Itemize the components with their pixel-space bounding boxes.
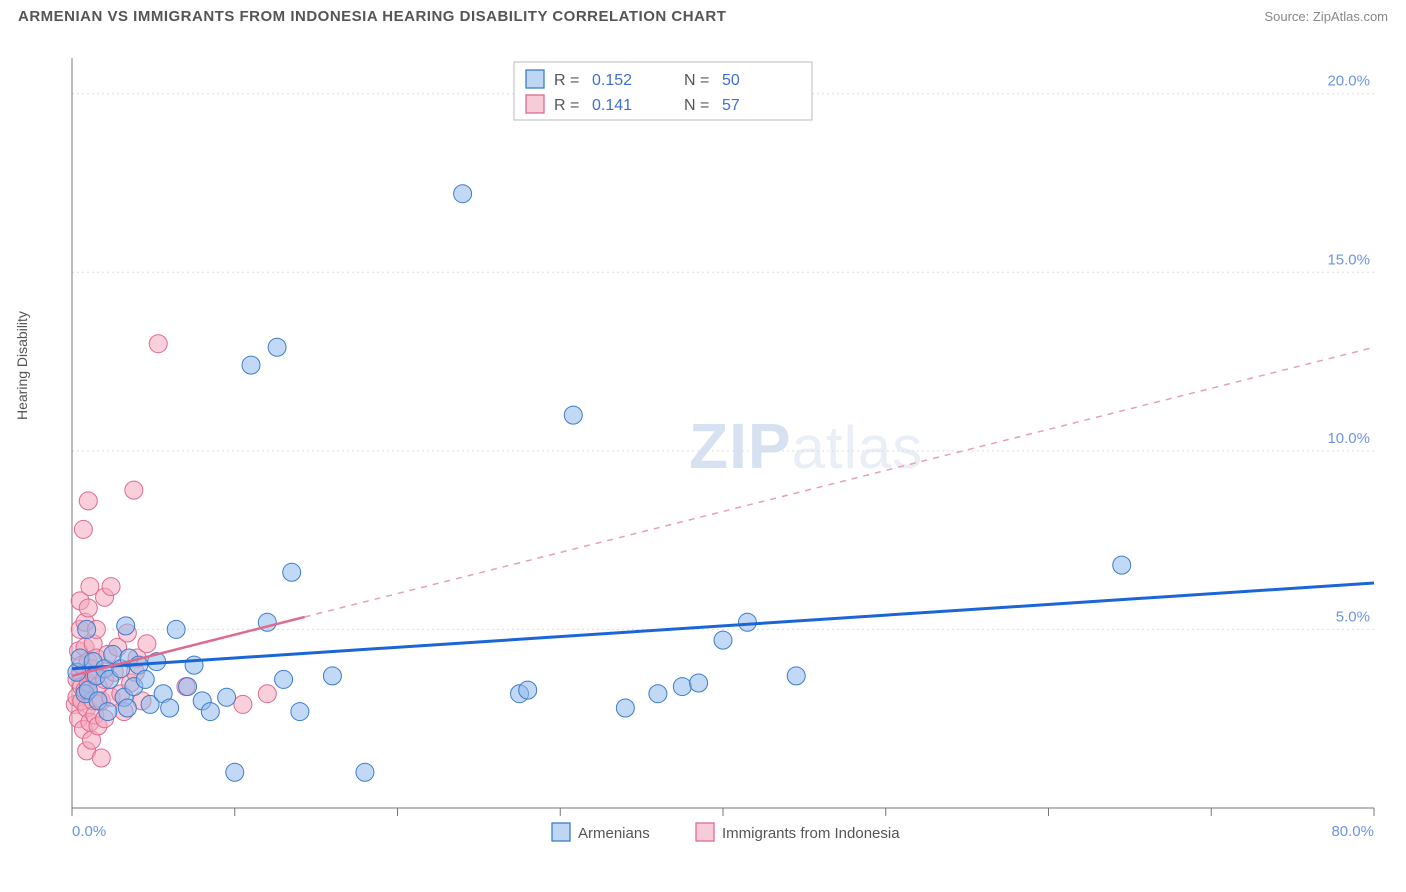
chart-container: ZIPatlas 5.0% 10.0% 15.0% 20.0% 0.0% 80.0% R = 0…	[54, 48, 1386, 858]
swatch-blue	[526, 70, 544, 88]
svg-text:0.0%: 0.0%	[72, 823, 106, 840]
data-point	[283, 563, 301, 581]
data-point	[356, 763, 374, 781]
data-point	[291, 703, 309, 721]
data-point	[258, 685, 276, 703]
svg-text:57: 57	[722, 97, 740, 114]
data-point	[118, 699, 136, 717]
data-point	[1113, 556, 1131, 574]
data-point	[738, 613, 756, 631]
data-point	[161, 699, 179, 717]
data-point	[275, 670, 293, 688]
data-point	[78, 620, 96, 638]
legend-label-pink: Immigrants from Indonesia	[722, 825, 900, 842]
data-point	[673, 678, 691, 696]
data-point	[102, 578, 120, 596]
data-point	[79, 599, 97, 617]
data-point	[201, 703, 219, 721]
svg-text:N =: N =	[684, 72, 709, 89]
data-point	[787, 667, 805, 685]
swatch-pink	[526, 95, 544, 113]
svg-text:R =: R =	[554, 72, 579, 89]
data-point	[519, 681, 537, 699]
data-point	[690, 674, 708, 692]
data-point	[138, 635, 156, 653]
data-point	[79, 492, 97, 510]
data-point	[218, 688, 236, 706]
data-point	[99, 703, 117, 721]
svg-text:15.0%: 15.0%	[1327, 251, 1370, 268]
data-point	[74, 520, 92, 538]
data-point	[149, 335, 167, 353]
source-attribution: Source: ZipAtlas.com	[1264, 9, 1388, 24]
data-point	[714, 631, 732, 649]
data-point	[226, 763, 244, 781]
data-point	[92, 749, 110, 767]
y-axis-label: Hearing Disability	[14, 311, 30, 420]
svg-text:ZIPatlas: ZIPatlas	[689, 410, 923, 482]
svg-text:5.0%: 5.0%	[1336, 608, 1370, 625]
data-point	[242, 356, 260, 374]
legend-label-blue: Armenians	[578, 825, 650, 842]
data-point	[323, 667, 341, 685]
trendline-pink-extrapolated	[305, 347, 1374, 617]
data-point	[454, 185, 472, 203]
data-point	[649, 685, 667, 703]
svg-text:50: 50	[722, 72, 740, 89]
svg-text:20.0%: 20.0%	[1327, 73, 1370, 90]
legend-swatch-blue	[552, 823, 570, 841]
svg-text:N =: N =	[684, 97, 709, 114]
scatter-chart: ZIPatlas 5.0% 10.0% 15.0% 20.0% 0.0% 80.0% R = 0…	[54, 48, 1386, 858]
data-point	[125, 481, 143, 499]
data-point	[117, 617, 135, 635]
legend-swatch-pink	[696, 823, 714, 841]
data-point	[616, 699, 634, 717]
chart-title: ARMENIAN VS IMMIGRANTS FROM INDONESIA HE…	[18, 8, 726, 25]
svg-text:0.152: 0.152	[592, 72, 632, 89]
svg-text:80.0%: 80.0%	[1331, 823, 1374, 840]
data-point	[564, 406, 582, 424]
data-point	[167, 620, 185, 638]
svg-text:10.0%: 10.0%	[1327, 430, 1370, 447]
svg-text:0.141: 0.141	[592, 97, 632, 114]
data-point	[234, 695, 252, 713]
data-point	[179, 678, 197, 696]
svg-text:R =: R =	[554, 97, 579, 114]
data-point	[268, 338, 286, 356]
data-point	[136, 670, 154, 688]
